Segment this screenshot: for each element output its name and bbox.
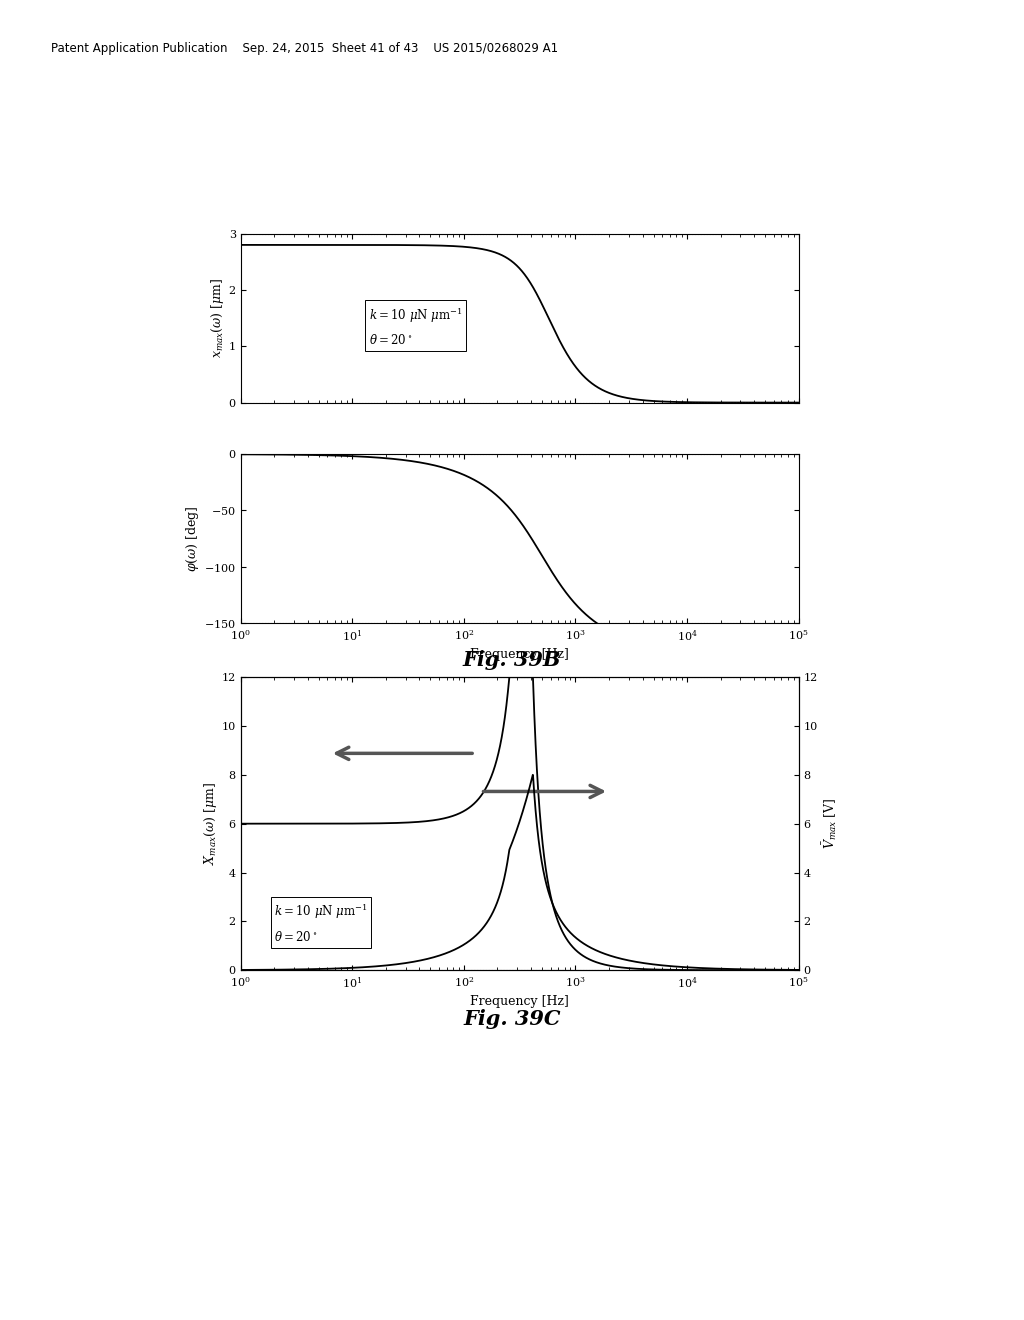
X-axis label: Frequency [Hz]: Frequency [Hz] xyxy=(470,995,569,1008)
Text: $k = 10\ \mu\mathrm{N}\ \mu\mathrm{m}^{-1}$
$\theta = 20^\circ$: $k = 10\ \mu\mathrm{N}\ \mu\mathrm{m}^{-… xyxy=(369,306,463,347)
Text: Fig. 39C: Fig. 39C xyxy=(463,1008,561,1030)
Text: Patent Application Publication    Sep. 24, 2015  Sheet 41 of 43    US 2015/02680: Patent Application Publication Sep. 24, … xyxy=(51,42,558,55)
Y-axis label: $\varphi(\omega)$ [deg]: $\varphi(\omega)$ [deg] xyxy=(184,506,201,572)
Y-axis label: $X_{max}(\omega)$ [$\mu$m]: $X_{max}(\omega)$ [$\mu$m] xyxy=(202,783,219,865)
Y-axis label: $x_{max}(\omega)$ [$\mu$m]: $x_{max}(\omega)$ [$\mu$m] xyxy=(209,279,226,358)
Text: $k = 10\ \mu\mathrm{N}\ \mu\mathrm{m}^{-1}$
$\theta = 20^\circ$: $k = 10\ \mu\mathrm{N}\ \mu\mathrm{m}^{-… xyxy=(274,903,368,944)
Text: Fig. 39B: Fig. 39B xyxy=(463,649,561,671)
Y-axis label: $\bar{V}_{max}$ [V]: $\bar{V}_{max}$ [V] xyxy=(820,797,839,850)
X-axis label: Frequency [Hz]: Frequency [Hz] xyxy=(470,648,569,661)
